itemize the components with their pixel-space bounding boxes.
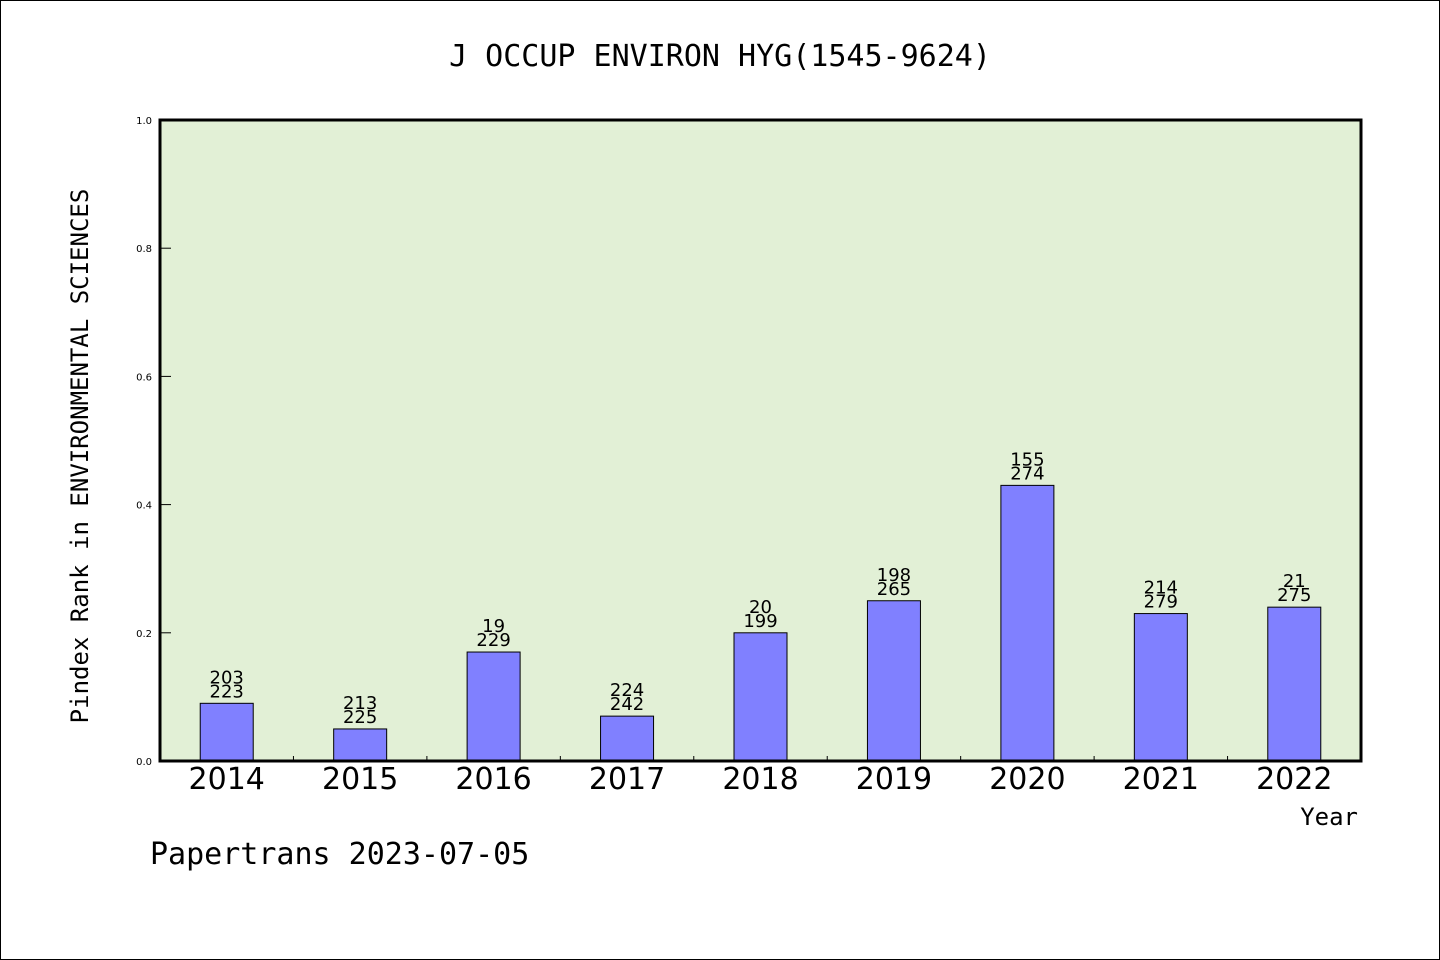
bar-2020 xyxy=(1000,484,1055,762)
bar-total-label: 199 xyxy=(743,611,777,632)
x-tick-label: 2021 xyxy=(1123,762,1199,797)
bar-total-label: 229 xyxy=(476,630,510,651)
plot-border xyxy=(158,118,1363,763)
footer-credit: Papertrans 2023-07-05 xyxy=(150,837,529,872)
x-tick-label: 2016 xyxy=(455,762,531,797)
bar-rank-label: 19 xyxy=(482,616,505,637)
y-tick-label: 0.0 xyxy=(136,757,152,768)
y-tick-label: 0.4 xyxy=(136,501,152,512)
bar-total-label: 275 xyxy=(1277,585,1311,606)
x-tick-label: 2015 xyxy=(322,762,398,797)
y-axis-label: Pindex Rank in ENVIRONMENTAL SCIENCES xyxy=(66,189,94,724)
x-tick-label: 2018 xyxy=(722,762,798,797)
x-tick-label: 2020 xyxy=(989,762,1065,797)
bar-rank-label: 214 xyxy=(1144,578,1178,599)
bar-2016 xyxy=(466,651,521,762)
y-tick-label: 0.6 xyxy=(136,372,152,383)
bar-total-label: 242 xyxy=(610,694,644,715)
bar-2014 xyxy=(199,702,254,762)
bar-2018 xyxy=(733,632,788,762)
bar-2021 xyxy=(1133,613,1188,762)
bar-total-label: 223 xyxy=(210,681,244,702)
bar-total-label: 279 xyxy=(1144,592,1178,613)
bar-2015 xyxy=(333,728,388,762)
x-tick-label: 2017 xyxy=(589,762,665,797)
bar-rank-label: 198 xyxy=(877,565,911,586)
bar-rank-label: 213 xyxy=(343,693,377,714)
bar-total-label: 274 xyxy=(1010,463,1044,484)
x-axis-label: Year xyxy=(1300,803,1358,831)
y-tick-label: 1.0 xyxy=(136,116,152,127)
y-tick-label: 0.8 xyxy=(136,244,152,255)
chart-title: J OCCUP ENVIRON HYG(1545-9624) xyxy=(449,39,991,74)
x-tick-label: 2022 xyxy=(1256,762,1332,797)
bar-total-label: 265 xyxy=(877,579,911,600)
y-tick-label: 0.2 xyxy=(136,629,152,640)
bar-rank-label: 224 xyxy=(610,680,644,701)
x-tick-label: 2014 xyxy=(189,762,265,797)
bar-rank-label: 20 xyxy=(749,597,772,618)
x-tick-label: 2019 xyxy=(856,762,932,797)
bar-rank-label: 21 xyxy=(1283,571,1306,592)
bar-rank-label: 155 xyxy=(1010,449,1044,470)
bar-2019 xyxy=(866,600,921,762)
x-axis: 2014 2015 2016 2017 2018 2019 2020 2021 2022 xyxy=(189,756,1332,797)
bar-2017 xyxy=(600,715,655,762)
bar-2022 xyxy=(1267,606,1322,762)
bar-rank-label: 203 xyxy=(210,667,244,688)
bar-total-label: 225 xyxy=(343,707,377,728)
